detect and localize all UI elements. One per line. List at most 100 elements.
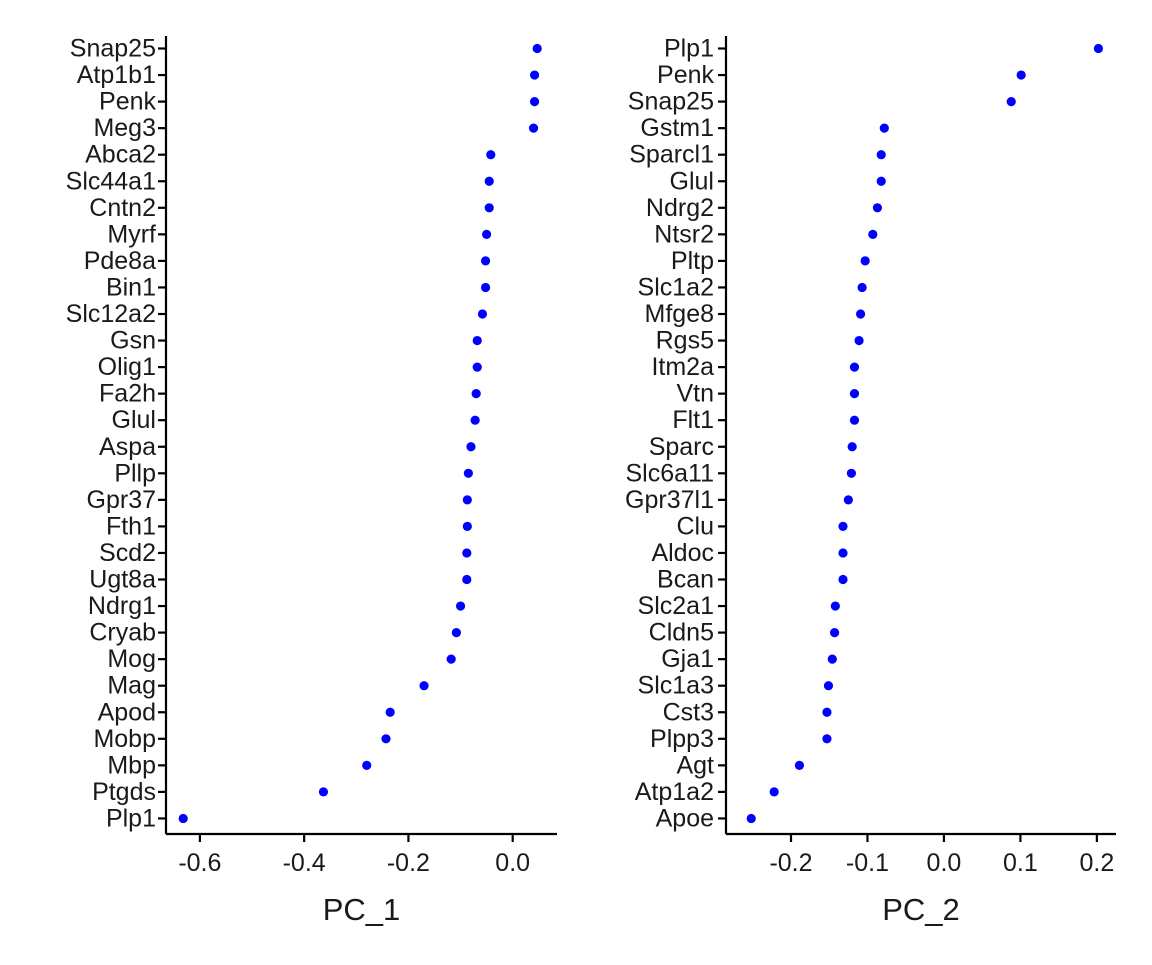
data-point <box>1093 43 1104 54</box>
gene-label: Glul <box>112 406 156 434</box>
data-point <box>484 176 494 186</box>
data-point <box>462 521 472 532</box>
data-point <box>486 150 496 160</box>
data-point <box>471 389 481 399</box>
gene-label: Slc2a1 <box>638 592 714 620</box>
gene-label: Pde8a <box>84 247 156 275</box>
gene-label: Glul <box>670 167 714 195</box>
gene-label: Flt1 <box>672 406 714 434</box>
gene-label: Bin1 <box>106 273 156 301</box>
gene-label: Ntsr2 <box>654 220 714 248</box>
gene-label: Aspa <box>99 433 156 461</box>
data-point <box>829 628 840 638</box>
data-point <box>466 442 476 452</box>
data-point <box>879 123 889 133</box>
gene-label: Sparc <box>649 433 714 461</box>
gene-label: Slc1a2 <box>638 273 714 301</box>
gene-label: Ptgds <box>92 778 156 806</box>
data-point <box>855 309 866 319</box>
gene-label: Snap25 <box>628 88 714 116</box>
gene-label: Slc6a11 <box>626 459 715 487</box>
gene-label: Plpp3 <box>650 725 714 753</box>
data-point <box>529 70 540 80</box>
x-tick-label: -0.6 <box>178 849 221 877</box>
x-tick-label: 0.0 <box>927 849 962 877</box>
data-point <box>463 468 473 478</box>
gene-label: Agt <box>676 751 714 779</box>
gene-label: Pltp <box>671 247 714 275</box>
data-point <box>849 362 860 372</box>
gene-label: Atp1a2 <box>635 778 714 806</box>
data-point <box>838 574 848 585</box>
gene-label: Plp1 <box>664 35 714 63</box>
data-point <box>849 415 860 425</box>
data-point <box>532 43 542 54</box>
data-point <box>843 495 853 505</box>
gene-label: Penk <box>99 88 156 116</box>
data-point <box>769 787 779 797</box>
data-point <box>528 123 539 133</box>
x-axis-title: PC_2 <box>882 892 960 927</box>
data-point <box>385 707 395 717</box>
data-point <box>462 548 472 558</box>
gene-label: Myrf <box>107 220 156 248</box>
gene-label: Gpr37l1 <box>625 486 714 514</box>
gene-label: Bcan <box>657 566 714 594</box>
data-point <box>1016 70 1026 80</box>
data-point <box>362 760 372 770</box>
data-point <box>472 335 482 346</box>
data-point <box>823 681 834 691</box>
gene-label: Gstm1 <box>640 114 714 142</box>
data-point <box>860 256 870 266</box>
gene-label: Snap25 <box>70 35 156 63</box>
data-point <box>849 389 860 399</box>
gene-label: Scd2 <box>99 539 156 567</box>
data-point <box>318 787 329 797</box>
gene-label: Cst3 <box>663 698 714 726</box>
x-axis-title: PC_1 <box>323 892 401 927</box>
gene-label: Atp1b1 <box>77 61 156 89</box>
data-point <box>484 203 494 213</box>
gene-label: Apoe <box>656 804 714 832</box>
gene-label: Mog <box>107 645 156 673</box>
gene-label: Abca2 <box>85 141 156 169</box>
gene-label: Vtn <box>676 380 714 408</box>
data-point <box>876 176 886 186</box>
gene-label: Fa2h <box>99 380 156 408</box>
x-tick-label: -0.1 <box>846 849 889 877</box>
data-point <box>419 681 429 691</box>
gene-label: Sparcl1 <box>629 141 714 169</box>
gene-label: Cntn2 <box>89 194 156 222</box>
panel-pc2: Plp1PenkSnap25Gstm1Sparcl1GlulNdrg2Ntsr2… <box>625 35 1116 927</box>
data-point <box>794 760 805 770</box>
gene-label: Ugt8a <box>89 566 156 594</box>
data-point <box>876 150 886 160</box>
data-point <box>857 282 867 293</box>
data-point <box>847 442 857 452</box>
gene-label: Apod <box>98 698 156 726</box>
data-point <box>838 548 848 558</box>
data-point <box>477 309 488 319</box>
gene-label: Olig1 <box>98 353 156 381</box>
data-point <box>838 521 848 532</box>
data-point <box>827 654 837 664</box>
data-point <box>480 256 491 266</box>
gene-label: Ndrg1 <box>88 592 156 620</box>
gene-label: Cryab <box>89 619 156 647</box>
gene-label: Mbp <box>107 751 156 779</box>
data-point <box>529 97 540 107</box>
gene-label: Slc1a3 <box>638 672 714 700</box>
x-tick-label: -0.2 <box>387 849 430 877</box>
gene-label: Plp1 <box>106 804 156 832</box>
gene-label: Itm2a <box>651 353 714 381</box>
x-tick-label: 0.1 <box>1003 849 1038 877</box>
gene-label: Mag <box>107 672 156 700</box>
data-point <box>451 628 461 638</box>
gene-label: Gsn <box>110 327 156 355</box>
data-point <box>178 813 188 824</box>
data-point <box>746 813 756 824</box>
data-point <box>822 707 832 717</box>
gene-label: Rgs5 <box>656 327 714 355</box>
data-point <box>462 574 472 585</box>
